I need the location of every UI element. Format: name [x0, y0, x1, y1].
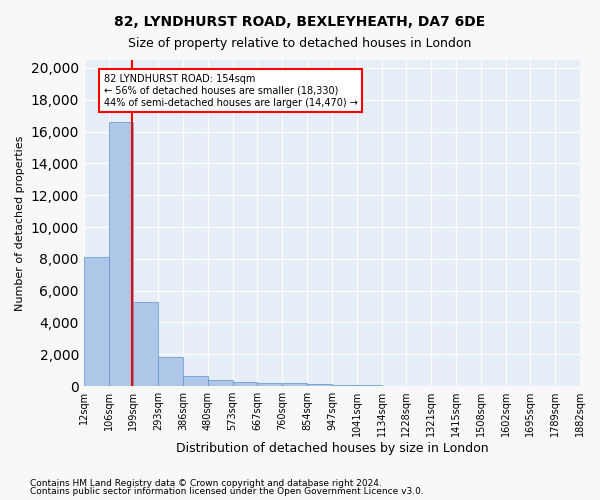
Text: Size of property relative to detached houses in London: Size of property relative to detached ho…: [128, 38, 472, 51]
Bar: [233, 382, 257, 386]
Bar: [109, 122, 133, 386]
Bar: [257, 382, 282, 386]
Text: 82, LYNDHURST ROAD, BEXLEYHEATH, DA7 6DE: 82, LYNDHURST ROAD, BEXLEYHEATH, DA7 6DE: [115, 15, 485, 29]
Bar: [332, 385, 357, 386]
Y-axis label: Number of detached properties: Number of detached properties: [15, 136, 25, 310]
Text: Contains public sector information licensed under the Open Government Licence v3: Contains public sector information licen…: [30, 487, 424, 496]
Bar: [158, 356, 183, 386]
Bar: [84, 257, 109, 386]
Bar: [208, 380, 233, 386]
Bar: [183, 376, 208, 386]
Bar: [307, 384, 332, 386]
Bar: [282, 383, 307, 386]
X-axis label: Distribution of detached houses by size in London: Distribution of detached houses by size …: [176, 442, 488, 455]
Bar: [133, 302, 158, 386]
Text: 82 LYNDHURST ROAD: 154sqm
← 56% of detached houses are smaller (18,330)
44% of s: 82 LYNDHURST ROAD: 154sqm ← 56% of detac…: [104, 74, 358, 108]
Text: Contains HM Land Registry data © Crown copyright and database right 2024.: Contains HM Land Registry data © Crown c…: [30, 478, 382, 488]
